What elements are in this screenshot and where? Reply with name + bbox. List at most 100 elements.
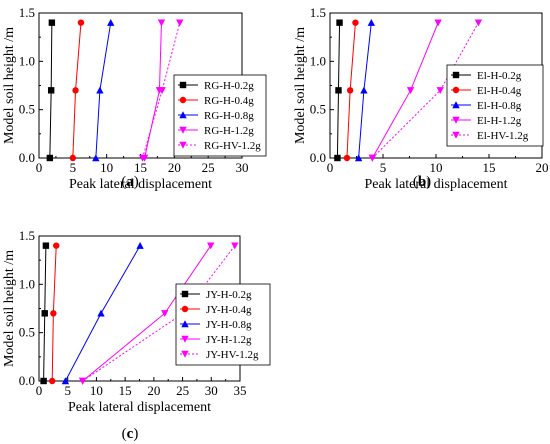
y-axis-label: Model soil height /m (293, 27, 308, 144)
legend-marker (452, 71, 460, 79)
y-tick-label: 1.0 (310, 53, 326, 68)
legend-marker (179, 126, 187, 134)
legend-marker (181, 305, 189, 313)
y-tick-label: 1.0 (19, 276, 35, 291)
panel-a: 0 5 10 15 20 25 30 0.0 0.5 1.0 1.5 Peak lateral dis… (2, 5, 267, 192)
legend-box (446, 64, 544, 147)
legend-marker (181, 290, 189, 298)
data-point-RG-H-0.4g (77, 19, 85, 26)
legend-entry: RG-H-0.4g (204, 95, 254, 107)
legend-marker (179, 96, 187, 104)
legend-marker (452, 86, 460, 94)
legend-entry: JY-H-1.2g (206, 334, 252, 346)
x-tick-label: 30 (205, 383, 218, 398)
legend-entry: JY-HV-1.2g (206, 349, 259, 361)
x-tick-label: 25 (202, 160, 215, 175)
y-tick-label: 0.5 (19, 102, 35, 117)
y-axis-label: Model soil height /m (2, 27, 17, 144)
series-line-RG-HV-1.2g (142, 22, 181, 159)
data-point-El-H-0.2g (335, 87, 342, 94)
legend: JY-H-0.2g JY-H-0.4g JY-H-0.8g JY-H-1.2g JY-H… (175, 283, 271, 366)
data-point-JY-H-0.8g (97, 309, 105, 317)
data-point-JY-HV-1.2g (231, 242, 239, 250)
panel-label: (a) (121, 174, 139, 190)
y-tick-label: 0.0 (19, 150, 35, 165)
data-point-JY-H-1.2g (207, 242, 215, 250)
legend-marker (181, 350, 189, 358)
data-point-RG-HV-1.2g (138, 154, 147, 162)
data-point-El-HV-1.2g (368, 154, 377, 162)
x-tick-label: 5 (64, 383, 71, 398)
x-tick-label: 20 (168, 160, 181, 175)
legend-entry: El-H-0.2g (477, 70, 522, 82)
data-point-El-HV-1.2g (474, 19, 483, 27)
panel-b: 0 5 10 15 20 0.0 0.5 1.0 1.5 Peak lateral displac… (293, 5, 549, 192)
x-axis-label: Peak lateral displacement (68, 400, 211, 415)
x-tick-label: 0 (36, 383, 43, 398)
data-point-RG-H-0.8g (96, 86, 104, 94)
y-tick-label: 1.0 (19, 53, 35, 68)
data-point-JY-H-0.8g (61, 377, 70, 385)
x-axis-label: Peak lateral displacement (69, 177, 212, 192)
y-tick-label: 0.5 (310, 102, 326, 117)
data-point-JY-H-0.8g (136, 241, 144, 249)
data-point-RG-H-0.2g (47, 87, 55, 94)
data-point-RG-HV-1.2g (176, 19, 184, 27)
legend: El-H-0.2g El-H-0.4g El-H-0.8g El-H-1.2g El-H… (446, 64, 544, 147)
x-tick-label: 15 (134, 160, 147, 175)
data-point-RG-H-0.4g (69, 154, 77, 162)
x-tick-label: 10 (430, 160, 443, 175)
legend-entry: JY-H-0.4g (206, 304, 252, 316)
legend-marker (452, 101, 460, 109)
legend-entry: RG-H-0.2g (204, 80, 254, 92)
data-point-JY-H-0.4g (53, 242, 60, 249)
data-point-El-H-0.8g (367, 18, 376, 26)
data-point-El-H-0.2g (334, 154, 341, 162)
legend-marker (179, 81, 187, 89)
y-tick-label: 1.5 (19, 228, 35, 243)
x-tick-label: 35 (234, 383, 247, 398)
legend-entry: JY-H-0.8g (206, 319, 252, 331)
legend-marker (452, 116, 460, 124)
legend-marker (181, 335, 189, 343)
x-tick-label: 20 (147, 383, 160, 398)
legend: RG-H-0.2g RG-H-0.4g RG-H-0.8g RG-H-1.2g RG-H… (173, 74, 267, 157)
legend-marker (179, 111, 187, 119)
data-point-RG-HV-1.2g (158, 87, 166, 95)
data-point-El-H-0.4g (346, 87, 354, 94)
data-point-JY-HV-1.2g (78, 377, 87, 385)
x-tick-label: 0 (327, 160, 334, 175)
y-tick-label: 0.0 (310, 150, 326, 165)
data-point-JY-H-1.2g (161, 310, 169, 318)
data-point-RG-H-0.2g (46, 154, 54, 162)
data-point-El-H-0.8g (360, 86, 368, 94)
legend-entry: El-H-1.2g (477, 115, 522, 127)
data-point-RG-H-0.8g (92, 154, 100, 162)
data-point-JY-H-0.2g (41, 310, 48, 317)
legend-entry: El-H-0.4g (477, 85, 522, 97)
data-point-JY-H-0.2g (40, 377, 47, 385)
x-tick-label: 25 (176, 383, 189, 398)
data-point-El-H-1.2g (434, 19, 442, 27)
x-tick-label: 0 (36, 160, 43, 175)
legend-marker (452, 131, 460, 139)
y-tick-label: 0.0 (19, 373, 35, 388)
data-point-RG-H-1.2g (157, 19, 166, 27)
x-tick-label: 10 (100, 160, 113, 175)
x-axis-label: Peak lateral displacement (364, 177, 507, 192)
y-tick-label: 1.5 (310, 5, 326, 20)
x-tick-label: 20 (536, 160, 549, 175)
x-tick-label: 15 (119, 383, 132, 398)
panel-label: (c) (122, 426, 139, 442)
y-tick-label: 0.5 (19, 325, 35, 340)
x-tick-label: 10 (90, 383, 103, 398)
data-point-El-H-0.2g (336, 19, 343, 26)
y-axis-label: Model soil height /m (2, 250, 17, 367)
data-point-El-H-1.2g (406, 87, 415, 95)
data-point-El-H-0.4g (343, 154, 351, 162)
legend-entry: RG-HV-1.2g (204, 140, 261, 152)
data-point-RG-H-0.2g (48, 19, 56, 26)
legend-entry: El-H-0.8g (477, 100, 522, 112)
data-point-JY-H-0.4g (49, 377, 56, 385)
